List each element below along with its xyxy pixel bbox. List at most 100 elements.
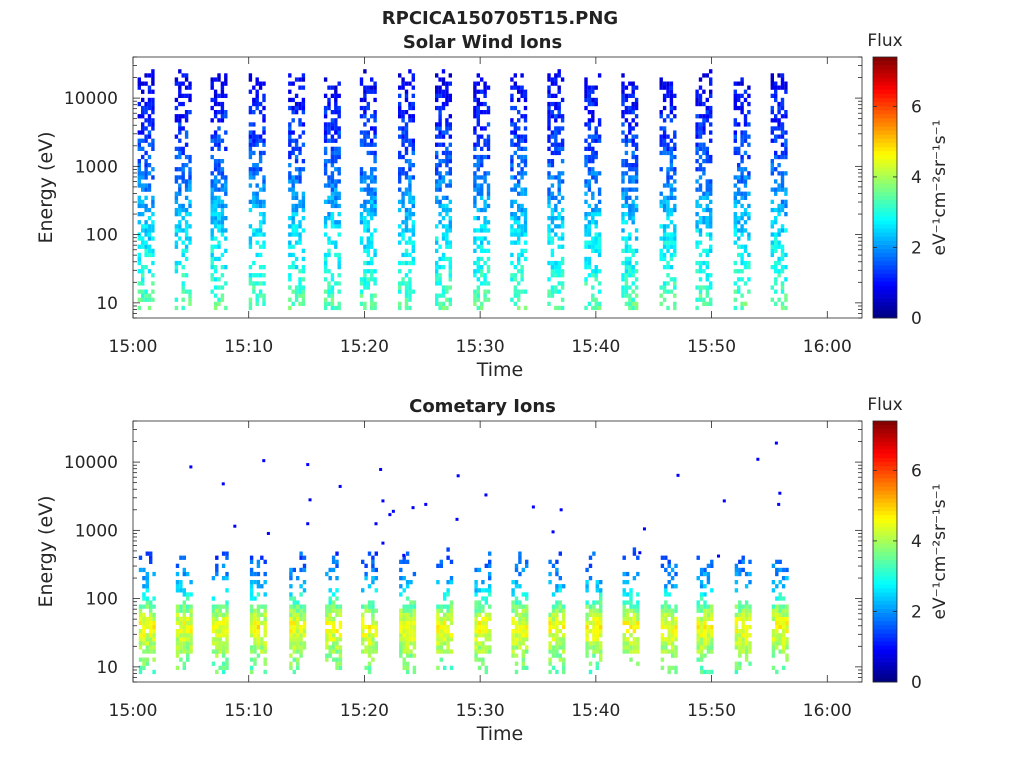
heatmap-cell [399,637,403,642]
heatmap-cell [327,252,331,258]
heatmap-cell [189,633,193,638]
heatmap-cell [514,641,519,646]
heatmap-cell [597,187,602,192]
heatmap-cell [363,97,367,103]
heatmap-cell [624,240,629,245]
heatmap-cell [670,645,675,650]
heatmap-cell [248,183,253,188]
heatmap-cell [510,216,514,221]
heatmap-cell [215,629,219,634]
heatmap-cell [702,195,706,200]
heatmap-cell [747,265,751,270]
heatmap-cell [301,228,306,233]
heatmap-cell [256,629,261,634]
heatmap-cell [325,608,329,613]
heatmap-cell [330,85,335,90]
heatmap-cell [628,301,632,306]
heatmap-cell [780,85,785,90]
heatmap-cell [213,293,218,298]
heatmap-cell [412,624,417,630]
heatmap-cell [662,224,667,229]
heatmap-cell [441,134,446,139]
heatmap-cell [296,600,300,605]
heatmap-cell [327,236,331,241]
heatmap-cell [263,649,267,654]
heatmap-cell [547,203,551,209]
heatmap-cell [747,212,751,217]
heatmap-point [308,498,312,502]
heatmap-cell [221,576,226,581]
heatmap-cell [399,576,403,581]
heatmap-cell [363,187,367,192]
heatmap-cell [592,604,596,609]
heatmap-cell [399,641,403,646]
heatmap-cell [473,85,477,90]
heatmap-cell [709,179,713,184]
heatmap-cell [330,191,335,196]
heatmap-cell [662,195,667,200]
heatmap-cell [734,629,739,634]
heatmap-cell [698,232,703,237]
heatmap-cell [359,301,364,306]
heatmap-cell [144,228,148,233]
heatmap-cell [220,228,225,233]
heatmap-cell [147,293,152,298]
heatmap-cell [480,77,484,82]
heatmap-cell [438,93,442,98]
heatmap-cell [182,637,186,642]
heatmap-cell [632,620,637,626]
colorbar-segment [873,289,897,294]
heatmap-cell [592,600,596,605]
heatmap-cell [513,175,517,180]
heatmap-cell [477,641,482,646]
heatmap-cell [289,641,293,646]
heatmap-cell [634,277,639,282]
heatmap-cell [659,167,663,172]
heatmap-cell [213,220,218,225]
heatmap-cell [402,657,406,662]
heatmap-cell [554,81,558,86]
heatmap-cell [147,122,152,127]
heatmap-cell [514,637,519,642]
heatmap-cell [698,228,703,233]
heatmap-cell [624,293,629,298]
heatmap-cell [740,244,744,249]
heatmap-cell [188,167,192,172]
heatmap-cell [770,77,774,82]
heatmap-cell [740,130,744,135]
heatmap-cell [784,228,788,233]
heatmap-cell [408,69,412,74]
heatmap-cell [248,73,253,78]
heatmap-cell [621,248,625,253]
heatmap-cell [296,661,300,666]
heatmap-cell [698,277,703,282]
heatmap-cell [695,228,699,233]
heatmap-cell [477,600,482,605]
heatmap-cell [152,649,156,654]
heatmap-cell [291,146,295,151]
heatmap-cell [435,187,439,192]
heatmap-cell [710,637,714,642]
heatmap-cell [737,81,741,86]
heatmap-cell [557,130,561,135]
heatmap-cell [744,629,749,634]
heatmap-cell [412,633,417,638]
heatmap-cell [486,281,491,286]
heatmap-cell [147,187,152,192]
heatmap-cell [225,661,229,666]
heatmap-cell [262,293,266,298]
heatmap-cell [144,163,148,168]
heatmap-cell [323,224,328,229]
heatmap-cell [557,105,561,111]
heatmap-cell [595,624,599,630]
heatmap-cell [744,624,749,630]
heatmap-cell [664,588,668,593]
heatmap-cell [744,584,749,589]
heatmap-cell [399,608,403,613]
heatmap-cell [741,620,745,626]
heatmap-cell [780,281,785,286]
heatmap-cell [483,154,487,160]
heatmap-cell [780,207,785,213]
heatmap-cell [151,195,155,200]
heatmap-cell [334,199,338,204]
